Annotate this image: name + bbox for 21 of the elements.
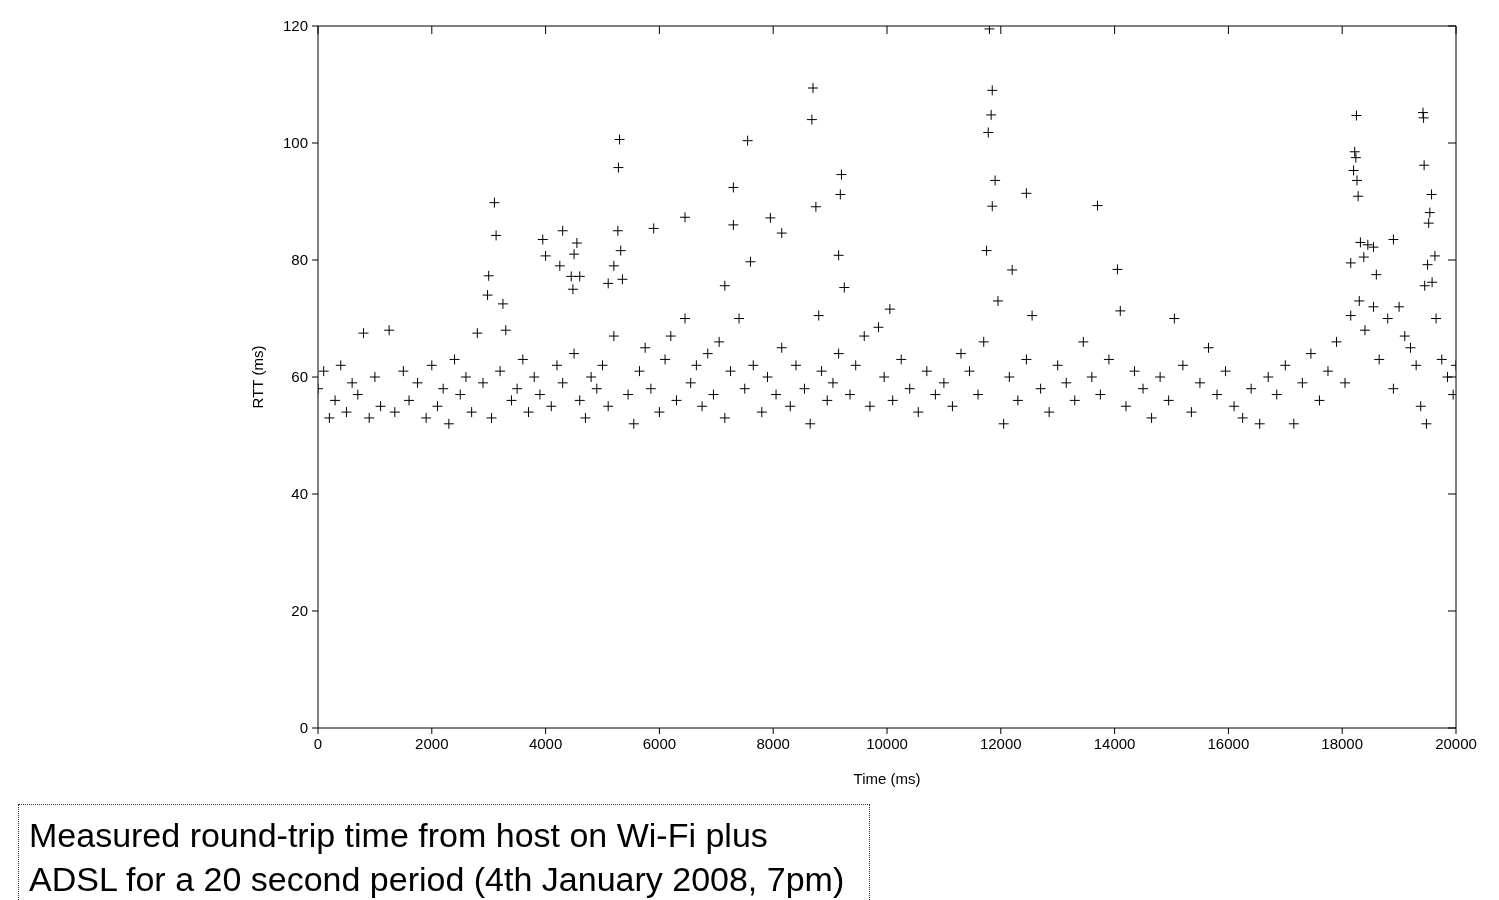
- x-tick-label: 10000: [866, 734, 908, 752]
- text: Measured round-trip time from host on Wi-Fi plus ADSL for a 20 second period (4th January 2008, 7pm): [18, 804, 870, 900]
- x-tick-label: 14000: [1093, 734, 1136, 752]
- x-axis-title: Time (ms): [853, 770, 921, 787]
- x-tick-label: 16000: [1207, 734, 1250, 752]
- y-tick-label: 0: [299, 719, 308, 737]
- y-tick-label: 100: [282, 134, 308, 152]
- y-axis-title: RTT (ms): [249, 345, 267, 409]
- x-tick-label: 6000: [642, 734, 677, 752]
- x-tick-label: 20000: [1435, 734, 1477, 752]
- y-tick-label: 20: [291, 602, 308, 620]
- x-tick-label: 0: [313, 734, 323, 752]
- y-tick-label: 40: [291, 485, 308, 503]
- y-tick-label: 80: [291, 251, 308, 269]
- x-tick-label: 4000: [528, 734, 563, 752]
- x-tick-label: 12000: [979, 734, 1022, 752]
- y-tick-label: 60: [291, 368, 308, 386]
- y-tick-label: 120: [282, 17, 308, 35]
- x-tick-label: 2000: [415, 734, 449, 752]
- x-tick-label: 18000: [1321, 734, 1364, 752]
- x-tick-label: 8000: [756, 734, 790, 752]
